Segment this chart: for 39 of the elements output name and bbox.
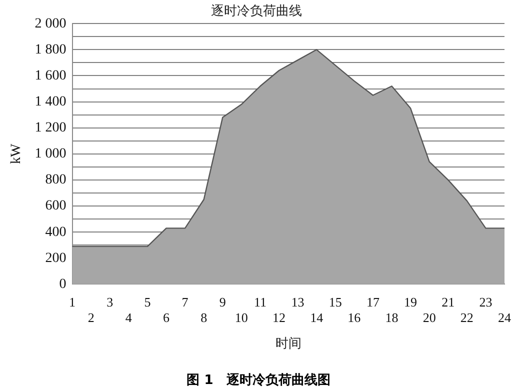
x-tick-label: 23 xyxy=(479,294,492,310)
x-tick-label: 20 xyxy=(422,310,436,326)
x-tick-label: 4 xyxy=(125,310,132,326)
x-tick-label: 19 xyxy=(404,294,418,310)
x-tick-label: 14 xyxy=(310,310,324,326)
y-tick-label: 800 xyxy=(45,172,66,188)
x-tick-label: 10 xyxy=(234,310,248,326)
x-tick-label: 7 xyxy=(182,294,189,310)
chart-title: 逐时冷负荷曲线 xyxy=(211,4,302,20)
x-tick-label: 24 xyxy=(498,310,512,326)
x-tick-label: 8 xyxy=(200,310,208,326)
x-tick-label: 9 xyxy=(219,294,226,310)
x-tick-label: 17 xyxy=(366,294,380,310)
x-tick-label: 2 xyxy=(88,310,94,326)
y-tick-label: 1 000 xyxy=(34,146,66,162)
caption: 图 1 逐时冷负荷曲线图 xyxy=(186,372,330,388)
x-tick-label: 21 xyxy=(442,294,455,310)
y-tick-label: 2 000 xyxy=(34,16,66,32)
y-axis-title: kW xyxy=(9,143,24,164)
x-tick-label: 15 xyxy=(328,294,342,310)
y-tick-label: 1 200 xyxy=(34,120,66,136)
x-tick-label: 1 xyxy=(69,294,76,310)
y-tick-label: 400 xyxy=(45,224,66,240)
x-tick-label: 18 xyxy=(385,310,398,326)
y-tick-label: 200 xyxy=(45,250,66,266)
y-tick-label: 600 xyxy=(45,198,66,214)
x-tick-label: 6 xyxy=(163,310,170,326)
x-tick-label: 5 xyxy=(144,294,151,310)
x-tick-label: 11 xyxy=(254,294,266,310)
x-tick-label: 16 xyxy=(348,310,362,326)
y-tick-label: 1 600 xyxy=(34,68,66,84)
x-tick-label: 13 xyxy=(291,294,304,310)
x-tick-label: 3 xyxy=(106,294,114,310)
y-tick-label: 1 800 xyxy=(34,42,66,58)
x-tick-label: 12 xyxy=(272,310,286,326)
y-tick-label: 1 400 xyxy=(34,94,66,110)
x-tick-label: 22 xyxy=(460,310,474,326)
y-tick-label: 0 xyxy=(59,276,66,292)
x-axis-title: 时间 xyxy=(275,336,302,352)
